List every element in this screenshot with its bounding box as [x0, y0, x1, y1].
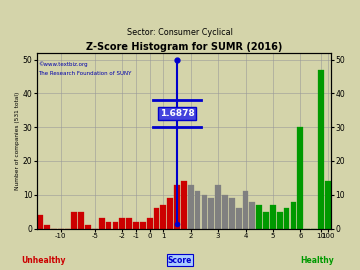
- Bar: [133, 222, 139, 229]
- Bar: [99, 218, 105, 229]
- Bar: [154, 208, 159, 229]
- Bar: [140, 222, 146, 229]
- Text: Unhealthy: Unhealthy: [21, 256, 66, 265]
- Bar: [256, 205, 262, 229]
- Bar: [113, 222, 118, 229]
- Bar: [325, 181, 330, 229]
- Bar: [291, 202, 296, 229]
- Bar: [243, 191, 248, 229]
- Bar: [120, 218, 125, 229]
- Bar: [263, 212, 269, 229]
- Bar: [167, 198, 173, 229]
- Bar: [229, 198, 235, 229]
- Y-axis label: Number of companies (531 total): Number of companies (531 total): [15, 92, 20, 190]
- Bar: [71, 212, 77, 229]
- Bar: [181, 181, 187, 229]
- Bar: [277, 212, 283, 229]
- Bar: [174, 185, 180, 229]
- Bar: [215, 185, 221, 229]
- Bar: [106, 222, 112, 229]
- Title: Z-Score Histogram for SUMR (2016): Z-Score Histogram for SUMR (2016): [86, 42, 282, 52]
- Bar: [249, 202, 255, 229]
- Text: The Research Foundation of SUNY: The Research Foundation of SUNY: [38, 71, 131, 76]
- Bar: [78, 212, 84, 229]
- Text: ©www.textbiz.org: ©www.textbiz.org: [38, 61, 88, 67]
- Bar: [195, 191, 201, 229]
- Bar: [44, 225, 50, 229]
- Bar: [236, 208, 242, 229]
- Bar: [188, 185, 194, 229]
- Bar: [161, 205, 166, 229]
- Bar: [202, 195, 207, 229]
- Text: Healthy: Healthy: [300, 256, 334, 265]
- Text: Score: Score: [168, 256, 192, 265]
- Bar: [297, 127, 303, 229]
- Bar: [126, 218, 132, 229]
- Bar: [222, 195, 228, 229]
- Bar: [270, 205, 276, 229]
- Bar: [37, 215, 43, 229]
- Bar: [147, 218, 153, 229]
- Bar: [318, 70, 324, 229]
- Bar: [85, 225, 91, 229]
- Text: Sector: Consumer Cyclical: Sector: Consumer Cyclical: [127, 28, 233, 37]
- Bar: [208, 198, 214, 229]
- Text: 1.6878: 1.6878: [160, 109, 194, 118]
- Bar: [284, 208, 289, 229]
